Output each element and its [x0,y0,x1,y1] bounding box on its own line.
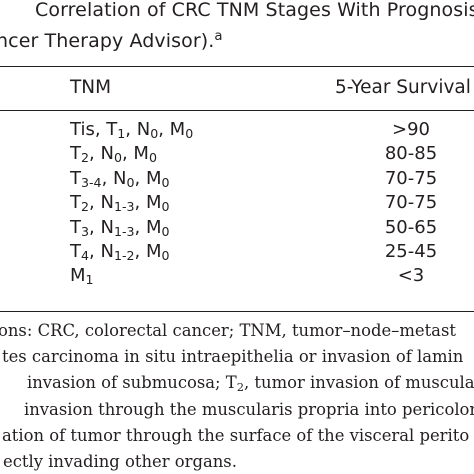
table-cell-tnm: T2, N1-3, M0 [70,192,170,215]
table-cell-tnm: T2, N0, M0 [70,143,157,166]
subscript: 0 [126,174,135,190]
footnote-line: invasion of submucosa; T2, tumor invasio… [27,373,474,395]
column-header-survival: 5-Year Survival [335,77,471,98]
table-cell-survival: 50-65 [384,216,438,238]
table-cell-tnm: Tis, T1, N0, M0 [70,119,194,141]
table-header-rule [0,110,474,111]
table-cell-tnm: M1 [70,265,94,288]
subscript: 2 [81,150,90,166]
subscript: 0 [161,199,170,215]
footnote-line: ation of tumor through the surface of th… [2,425,470,445]
subscript: 3-4 [81,174,102,190]
footnote-line: ons: CRC, colorectal cancer; TNM, tumor–… [0,321,456,340]
table-cell-survival: 70-75 [384,167,438,189]
table-caption-line-2: ncer Therapy Advisor).a [0,30,223,52]
subscript: 1-3 [113,199,135,215]
footnote-line: tes carcinoma in situ intraepithelia or … [2,347,464,367]
column-header-tnm: TNM [70,77,112,98]
caption-footnote-marker: a [214,29,223,44]
subscript: 0 [161,174,170,190]
table-top-rule [0,66,474,67]
subscript: 0 [185,126,194,141]
subscript: 1-3 [113,223,135,239]
subscript: 0 [150,126,159,141]
table-cell-tnm: T4, N1-2, M0 [70,241,170,263]
subscript: 4 [81,248,90,263]
table-cell-survival: <3 [397,265,425,287]
table-cell-tnm: T3-4, N0, M0 [70,167,170,190]
subscript: 2 [236,380,245,395]
table-cell-survival: 70-75 [384,192,438,214]
subscript: 0 [148,150,157,166]
subscript: 0 [161,248,170,263]
table-cell-survival: >90 [392,119,430,140]
caption-text: Correlation of CRC TNM Stages With Progn… [35,0,474,21]
subscript: 0 [161,223,170,239]
subscript: 2 [81,199,90,215]
table-cell-survival: 25-45 [384,241,438,262]
subscript: 1 [117,126,126,141]
caption-text: ncer Therapy Advisor). [0,30,215,52]
table-cell-survival: 80-85 [384,143,438,165]
table-bottom-rule [0,311,474,312]
subscript: 1-2 [113,248,135,263]
subscript: 3 [81,223,90,239]
footnote-line: invasion through the muscularis propria … [24,399,474,419]
table-cell-tnm: T3, N1-3, M0 [70,216,170,239]
subscript: 1 [85,272,94,288]
footnote-line: ectly invading other organs. [3,452,237,471]
table-caption-line-1: Correlation of CRC TNM Stages With Progn… [35,0,474,21]
subscript: 0 [113,150,122,166]
